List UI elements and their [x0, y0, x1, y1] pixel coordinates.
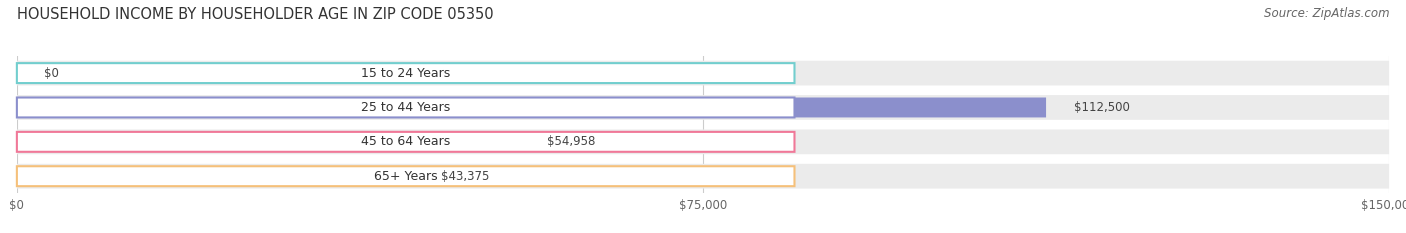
Text: $112,500: $112,500: [1074, 101, 1129, 114]
Text: 65+ Years: 65+ Years: [374, 170, 437, 183]
FancyBboxPatch shape: [17, 63, 794, 83]
FancyBboxPatch shape: [17, 164, 1389, 188]
FancyBboxPatch shape: [17, 166, 413, 186]
Text: $0: $0: [45, 67, 59, 80]
Text: 25 to 44 Years: 25 to 44 Years: [361, 101, 450, 114]
Text: $54,958: $54,958: [547, 135, 596, 148]
FancyBboxPatch shape: [17, 97, 1046, 117]
Text: HOUSEHOLD INCOME BY HOUSEHOLDER AGE IN ZIP CODE 05350: HOUSEHOLD INCOME BY HOUSEHOLDER AGE IN Z…: [17, 7, 494, 22]
Text: $43,375: $43,375: [441, 170, 489, 183]
FancyBboxPatch shape: [17, 95, 1389, 120]
FancyBboxPatch shape: [17, 166, 794, 186]
Text: Source: ZipAtlas.com: Source: ZipAtlas.com: [1264, 7, 1389, 20]
FancyBboxPatch shape: [17, 132, 520, 152]
FancyBboxPatch shape: [17, 97, 794, 117]
FancyBboxPatch shape: [17, 130, 1389, 154]
Text: 15 to 24 Years: 15 to 24 Years: [361, 67, 450, 80]
FancyBboxPatch shape: [17, 61, 1389, 86]
Text: 45 to 64 Years: 45 to 64 Years: [361, 135, 450, 148]
FancyBboxPatch shape: [17, 132, 794, 152]
